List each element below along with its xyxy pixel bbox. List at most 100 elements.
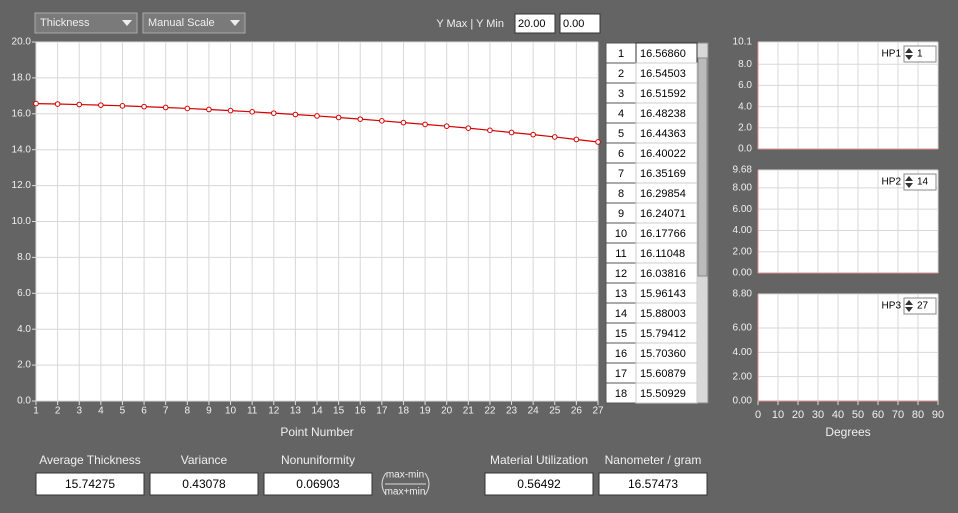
- row-index: 5: [618, 128, 624, 140]
- x-tick-label: 16: [355, 406, 367, 417]
- y-tick-label: 0.0: [17, 396, 31, 407]
- hp-spinner-value: 1: [917, 49, 923, 60]
- row-value: 16.44363: [640, 128, 686, 140]
- data-point: [335, 114, 342, 121]
- y-tick-label: 18.0: [12, 73, 32, 84]
- x-tick-label: 10: [772, 409, 784, 421]
- scale-select: Manual Scale: [148, 17, 215, 29]
- row-index: 12: [615, 268, 627, 280]
- dropdown-arrow: [122, 20, 132, 26]
- row-index: 6: [618, 148, 624, 160]
- y-tick-label: 9.68: [733, 165, 753, 176]
- y-tick-label: 8.0: [738, 59, 752, 70]
- x-tick-label: 24: [528, 406, 540, 417]
- x-tick-label: 14: [311, 406, 323, 417]
- data-point: [443, 123, 450, 129]
- x-tick-label: 20: [792, 409, 804, 421]
- x-tick-label: 60: [872, 409, 884, 421]
- x-tick-label: 12: [268, 406, 280, 417]
- hp-spinner[interactable]: [903, 45, 937, 63]
- data-point: [508, 129, 515, 136]
- x-tick-label: 13: [290, 406, 302, 417]
- x-tick-label: 21: [463, 406, 475, 417]
- row-value: 16.54503: [640, 68, 686, 80]
- ymin-value: 0.00: [563, 18, 584, 30]
- hp-spinner[interactable]: [903, 297, 937, 315]
- row-value: 16.56860: [640, 48, 686, 60]
- x-tick-label: 7: [163, 406, 169, 417]
- data-point: [119, 103, 126, 109]
- data-point: [33, 100, 39, 107]
- x-axis-label: Degrees: [825, 425, 870, 439]
- scroll-thumb[interactable]: [697, 57, 708, 277]
- y-tick-label: 10.0: [12, 216, 32, 227]
- ymin-input[interactable]: [559, 13, 601, 34]
- data-point: [422, 121, 428, 128]
- hp-label: HP1: [882, 49, 902, 60]
- stat-value: 0.06903: [296, 477, 340, 491]
- y-tick-label: 0.00: [733, 396, 753, 407]
- row-index: 15: [615, 328, 627, 340]
- scale-dropdown[interactable]: [142, 12, 246, 34]
- stat-value: 16.57473: [628, 477, 678, 491]
- y-tick-label: 2.00: [733, 371, 753, 382]
- data-point: [487, 127, 493, 134]
- row-value: 16.24071: [640, 208, 686, 220]
- row-value: 15.50929: [640, 388, 686, 400]
- formula-denominator: max+min: [385, 487, 426, 498]
- data-point: [314, 113, 320, 119]
- stat-label: Material Utilization: [490, 453, 588, 467]
- data-point: [530, 131, 536, 138]
- dropdown-arrow: [230, 20, 240, 26]
- hp-spinner[interactable]: [903, 173, 937, 191]
- ymax-input[interactable]: [514, 13, 556, 34]
- y-tick-label: 4.00: [733, 225, 753, 236]
- formula-numerator: max-min: [386, 470, 424, 481]
- x-tick-label: 4: [98, 406, 104, 417]
- data-point: [573, 136, 580, 143]
- row-index: 9: [618, 208, 624, 220]
- data-point: [465, 125, 472, 131]
- row-value: 16.51592: [640, 88, 686, 100]
- hp-spinner-value: 14: [917, 177, 929, 188]
- x-tick-label: 10: [225, 406, 237, 417]
- row-index: 1: [618, 48, 624, 60]
- row-value: 15.79412: [640, 328, 686, 340]
- x-tick-label: 27: [592, 406, 604, 417]
- spin-down: [905, 55, 913, 60]
- y-tick-label: 2.0: [17, 360, 31, 371]
- data-point: [162, 104, 169, 111]
- ymax-ymin-label: Y Max | Y Min: [436, 18, 504, 30]
- y-tick-label: 6.00: [733, 204, 753, 215]
- x-tick-label: 15: [333, 406, 345, 417]
- row-index: 8: [618, 188, 624, 200]
- stat-box: [149, 472, 259, 496]
- data-point: [141, 103, 147, 110]
- data-point: [400, 119, 407, 126]
- x-tick-label: 2: [55, 406, 61, 417]
- y-tick-label: 4.0: [17, 324, 31, 335]
- y-tick-label: 0.0: [738, 144, 752, 155]
- data-point: [292, 111, 299, 118]
- y-tick-label: 6.0: [738, 80, 752, 91]
- formula-parens: [381, 472, 430, 496]
- row-index: 2: [618, 68, 624, 80]
- x-tick-label: 25: [549, 406, 561, 417]
- y-tick-label: 4.00: [733, 347, 753, 358]
- data-point: [551, 134, 558, 140]
- y-tick-label: 14.0: [12, 144, 32, 155]
- hp-label: HP2: [882, 177, 902, 188]
- data-point: [54, 101, 61, 107]
- x-tick-label: 80: [912, 409, 924, 421]
- row-index: 3: [618, 88, 624, 100]
- y-tick-label: 8.80: [733, 289, 753, 300]
- x-tick-label: 5: [120, 406, 126, 417]
- quantity-dropdown[interactable]: [34, 12, 138, 34]
- hp-spinner-value: 27: [917, 301, 929, 312]
- data-point: [206, 106, 212, 113]
- stat-value: 15.74275: [65, 477, 115, 491]
- data-point: [227, 107, 234, 114]
- value-cell: [635, 382, 698, 404]
- stat-box: [35, 472, 145, 496]
